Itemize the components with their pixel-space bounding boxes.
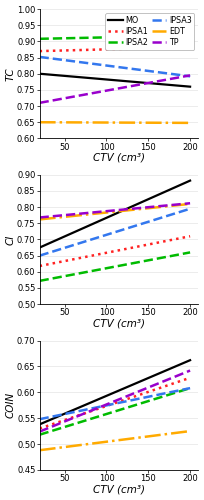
X-axis label: CTV (cm³): CTV (cm³): [93, 153, 145, 163]
Y-axis label: TC: TC: [6, 67, 16, 80]
X-axis label: CTV (cm³): CTV (cm³): [93, 484, 145, 494]
X-axis label: CTV (cm³): CTV (cm³): [93, 318, 145, 328]
Y-axis label: CI: CI: [6, 234, 16, 244]
Y-axis label: COIN: COIN: [6, 392, 16, 418]
Legend: MO, IPSA1, IPSA2, IPSA3, EDT, TP: MO, IPSA1, IPSA2, IPSA3, EDT, TP: [105, 13, 194, 50]
